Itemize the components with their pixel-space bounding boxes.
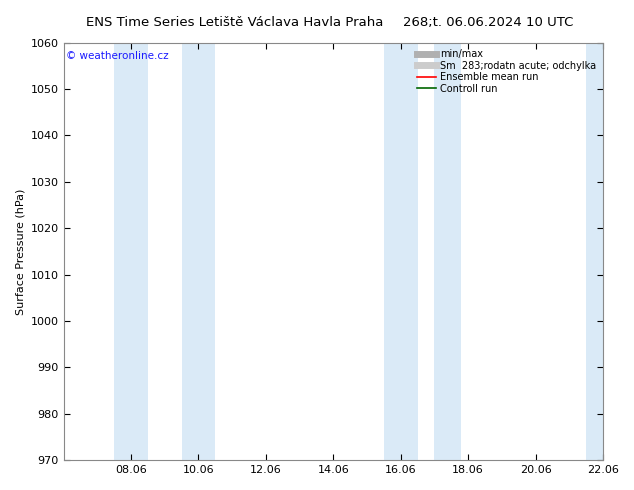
Bar xyxy=(114,43,148,460)
Bar xyxy=(434,43,462,460)
Y-axis label: Surface Pressure (hPa): Surface Pressure (hPa) xyxy=(15,188,25,315)
Bar xyxy=(384,43,418,460)
Text: ENS Time Series Letiště Václava Havla Praha: ENS Time Series Letiště Václava Havla Pr… xyxy=(86,16,384,29)
Bar xyxy=(181,43,216,460)
Bar xyxy=(586,43,603,460)
Text: © weatheronline.cz: © weatheronline.cz xyxy=(66,51,169,61)
Text: 268;t. 06.06.2024 10 UTC: 268;t. 06.06.2024 10 UTC xyxy=(403,16,573,29)
Legend: min/max, Sm  283;rodatn acute; odchylka, Ensemble mean run, Controll run: min/max, Sm 283;rodatn acute; odchylka, … xyxy=(415,48,598,96)
